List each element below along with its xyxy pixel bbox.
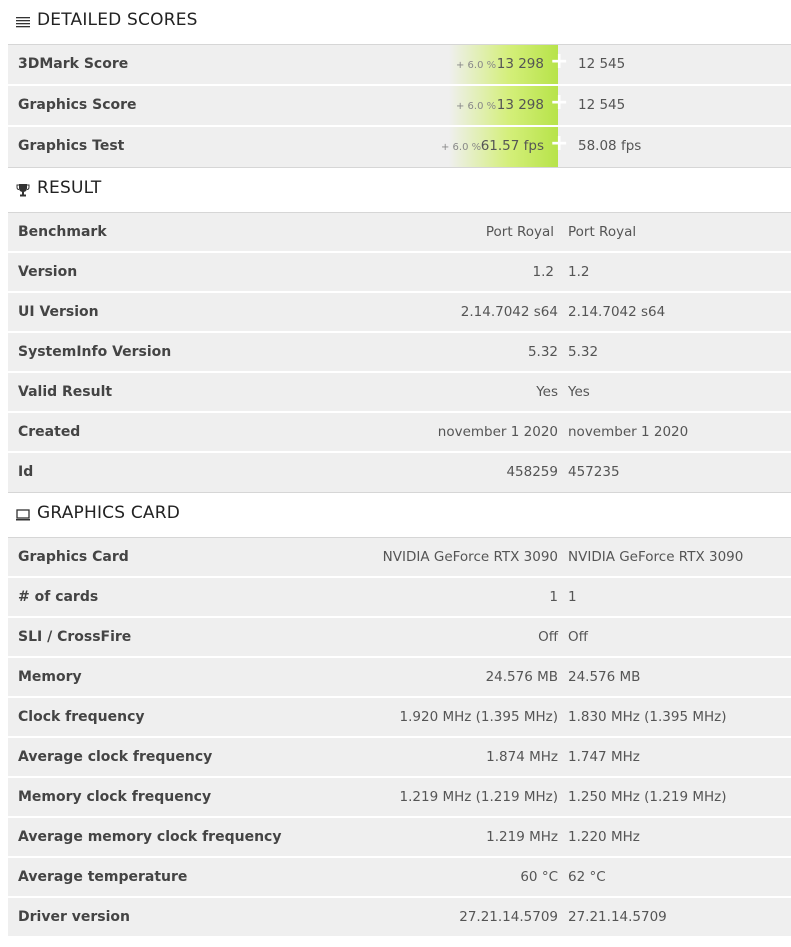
score-highlight xyxy=(449,86,558,125)
result-row: SystemInfo Version 5.32 5.32 xyxy=(8,333,791,373)
value-b: 1.747 MHz xyxy=(568,749,640,765)
row-label: Id xyxy=(18,464,34,480)
row-label: UI Version xyxy=(18,304,99,320)
result-row: UI Version 2.14.7042 s64 2.14.7042 s64 xyxy=(8,293,791,333)
value-b: november 1 2020 xyxy=(568,424,689,440)
value-a: 2.14.7042 s64 xyxy=(460,304,558,320)
result-row: Benchmark Port Royal Port Royal xyxy=(8,213,791,253)
row-label: SLI / CrossFire xyxy=(18,629,132,645)
value-b: 1.250 MHz (1.219 MHz) xyxy=(568,789,727,805)
score-row: Graphics Test + 6.0 % 61.57 fps + 58.08 … xyxy=(8,127,791,168)
value-a: Off xyxy=(538,629,558,645)
plus-icon: + xyxy=(550,90,569,115)
trophy-icon xyxy=(16,184,30,197)
value-b: 24.576 MB xyxy=(568,669,641,685)
value-b: 62 °C xyxy=(568,869,606,885)
row-label: Version xyxy=(18,264,78,280)
value-b: 1.830 MHz (1.395 MHz) xyxy=(568,709,727,725)
result-row: Version 1.2 1.2 xyxy=(8,253,791,293)
list-icon xyxy=(16,17,30,28)
score-row: 3DMark Score + 6.0 % 13 298 + 12 545 xyxy=(8,45,791,86)
plus-icon: + xyxy=(550,49,569,74)
score-a: 61.57 fps xyxy=(480,138,544,154)
value-a: 1 xyxy=(549,589,558,605)
row-label: Valid Result xyxy=(18,384,113,400)
score-row: Graphics Score + 6.0 % 13 298 + 12 545 xyxy=(8,86,791,127)
value-a: 24.576 MB xyxy=(485,669,558,685)
monitor-icon xyxy=(16,509,30,521)
value-a: Port Royal xyxy=(485,224,554,240)
value-a: NVIDIA GeForce RTX 3090 xyxy=(382,549,558,565)
value-b: Port Royal xyxy=(568,224,637,240)
value-b: 1 xyxy=(568,589,577,605)
value-b: 457235 xyxy=(568,464,620,480)
result-row: Valid Result Yes Yes xyxy=(8,373,791,413)
percent-diff: + 6.0 % xyxy=(456,60,497,71)
value-a: november 1 2020 xyxy=(437,424,558,440)
score-highlight xyxy=(449,127,558,167)
value-a: 60 °C xyxy=(520,869,558,885)
value-b: 5.32 xyxy=(568,344,599,360)
row-label: Average temperature xyxy=(18,869,188,885)
graphics-row: Memory 24.576 MB 24.576 MB xyxy=(8,658,791,698)
value-b: 27.21.14.5709 xyxy=(568,909,667,925)
row-label: Average clock frequency xyxy=(18,749,213,765)
score-label: Graphics Test xyxy=(18,138,125,154)
value-a: 1.2 xyxy=(532,264,554,280)
valid-yes-b: Yes xyxy=(568,384,590,400)
score-highlight xyxy=(449,45,558,84)
section-title: DETAILED SCORES xyxy=(37,10,198,30)
value-b: 2.14.7042 s64 xyxy=(568,304,666,320)
row-label: Benchmark xyxy=(18,224,107,240)
score-b: 58.08 fps xyxy=(578,138,642,154)
percent-diff: + 6.0 % xyxy=(441,142,482,153)
graphics-row: Clock frequency 1.920 MHz (1.395 MHz) 1.… xyxy=(8,698,791,738)
result-header: RESULT xyxy=(8,168,791,213)
value-b: 1.2 xyxy=(568,264,590,280)
percent-diff: + 6.0 % xyxy=(456,101,497,112)
row-label: Driver version xyxy=(18,909,130,925)
row-label: Graphics Card xyxy=(18,549,129,565)
row-label: Memory clock frequency xyxy=(18,789,212,805)
row-label: SystemInfo Version xyxy=(18,344,172,360)
graphics-row: Graphics Card NVIDIA GeForce RTX 3090 NV… xyxy=(8,538,791,578)
score-label: 3DMark Score xyxy=(18,56,129,72)
graphics-row: SLI / CrossFire Off Off xyxy=(8,618,791,658)
score-label: Graphics Score xyxy=(18,97,137,113)
value-a: 1.219 MHz (1.219 MHz) xyxy=(399,789,558,805)
row-label: # of cards xyxy=(18,589,99,605)
value-a: 27.21.14.5709 xyxy=(459,909,558,925)
value-a: 5.32 xyxy=(527,344,558,360)
value-a: 1.874 MHz xyxy=(486,749,558,765)
value-b: NVIDIA GeForce RTX 3090 xyxy=(568,549,744,565)
graphics-row: Average temperature 60 °C 62 °C xyxy=(8,858,791,898)
graphics-row: # of cards 1 1 xyxy=(8,578,791,618)
value-b: 1.220 MHz xyxy=(568,829,640,845)
value-a: 1.219 MHz xyxy=(486,829,558,845)
value-a: 1.920 MHz (1.395 MHz) xyxy=(399,709,558,725)
score-a: 13 298 xyxy=(496,97,544,113)
score-b: 12 545 xyxy=(578,97,626,113)
score-a: 13 298 xyxy=(496,56,544,72)
section-title: GRAPHICS CARD xyxy=(37,503,181,523)
section-title: RESULT xyxy=(37,178,102,198)
score-b: 12 545 xyxy=(578,56,626,72)
row-label: Clock frequency xyxy=(18,709,145,725)
row-label: Created xyxy=(18,424,81,440)
result-row: Created november 1 2020 november 1 2020 xyxy=(8,413,791,453)
row-label: Memory xyxy=(18,669,82,685)
row-label: Average memory clock frequency xyxy=(18,829,282,845)
graphics-row: Memory clock frequency 1.219 MHz (1.219 … xyxy=(8,778,791,818)
valid-yes-a: Yes xyxy=(536,384,558,400)
value-b: Off xyxy=(568,629,588,645)
plus-icon: + xyxy=(550,131,569,156)
graphics-row: Driver version 27.21.14.5709 27.21.14.57… xyxy=(8,898,791,938)
graphics-row: Average memory clock frequency 1.219 MHz… xyxy=(8,818,791,858)
graphics-row: Average clock frequency 1.874 MHz 1.747 … xyxy=(8,738,791,778)
detailed-scores-header: DETAILED SCORES xyxy=(8,0,791,45)
graphics-card-header: GRAPHICS CARD xyxy=(8,493,791,538)
result-row: Id 458259 457235 xyxy=(8,453,791,493)
value-a: 458259 xyxy=(506,464,558,480)
